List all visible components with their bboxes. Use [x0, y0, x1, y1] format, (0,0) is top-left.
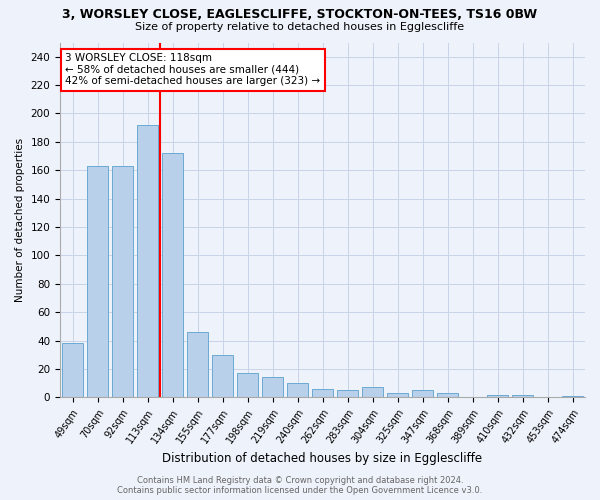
Bar	[337, 390, 358, 398]
Bar	[212, 355, 233, 398]
Bar	[62, 344, 83, 398]
Text: 3, WORSLEY CLOSE, EAGLESCLIFFE, STOCKTON-ON-TEES, TS16 0BW: 3, WORSLEY CLOSE, EAGLESCLIFFE, STOCKTON…	[62, 8, 538, 20]
Bar	[562, 396, 583, 398]
Bar	[287, 383, 308, 398]
X-axis label: Distribution of detached houses by size in Egglescliffe: Distribution of detached houses by size …	[163, 452, 482, 465]
Bar	[187, 332, 208, 398]
Text: Size of property relative to detached houses in Egglescliffe: Size of property relative to detached ho…	[136, 22, 464, 32]
Text: Contains HM Land Registry data © Crown copyright and database right 2024.
Contai: Contains HM Land Registry data © Crown c…	[118, 476, 482, 495]
Bar	[512, 394, 533, 398]
Text: 3 WORSLEY CLOSE: 118sqm
← 58% of detached houses are smaller (444)
42% of semi-d: 3 WORSLEY CLOSE: 118sqm ← 58% of detache…	[65, 53, 320, 86]
Bar	[237, 373, 258, 398]
Bar	[487, 394, 508, 398]
Bar	[387, 393, 408, 398]
Bar	[362, 388, 383, 398]
Bar	[87, 166, 108, 398]
Bar	[112, 166, 133, 398]
Bar	[312, 389, 333, 398]
Y-axis label: Number of detached properties: Number of detached properties	[15, 138, 25, 302]
Bar	[137, 125, 158, 398]
Bar	[412, 390, 433, 398]
Bar	[437, 393, 458, 398]
Bar	[162, 153, 183, 398]
Bar	[262, 378, 283, 398]
